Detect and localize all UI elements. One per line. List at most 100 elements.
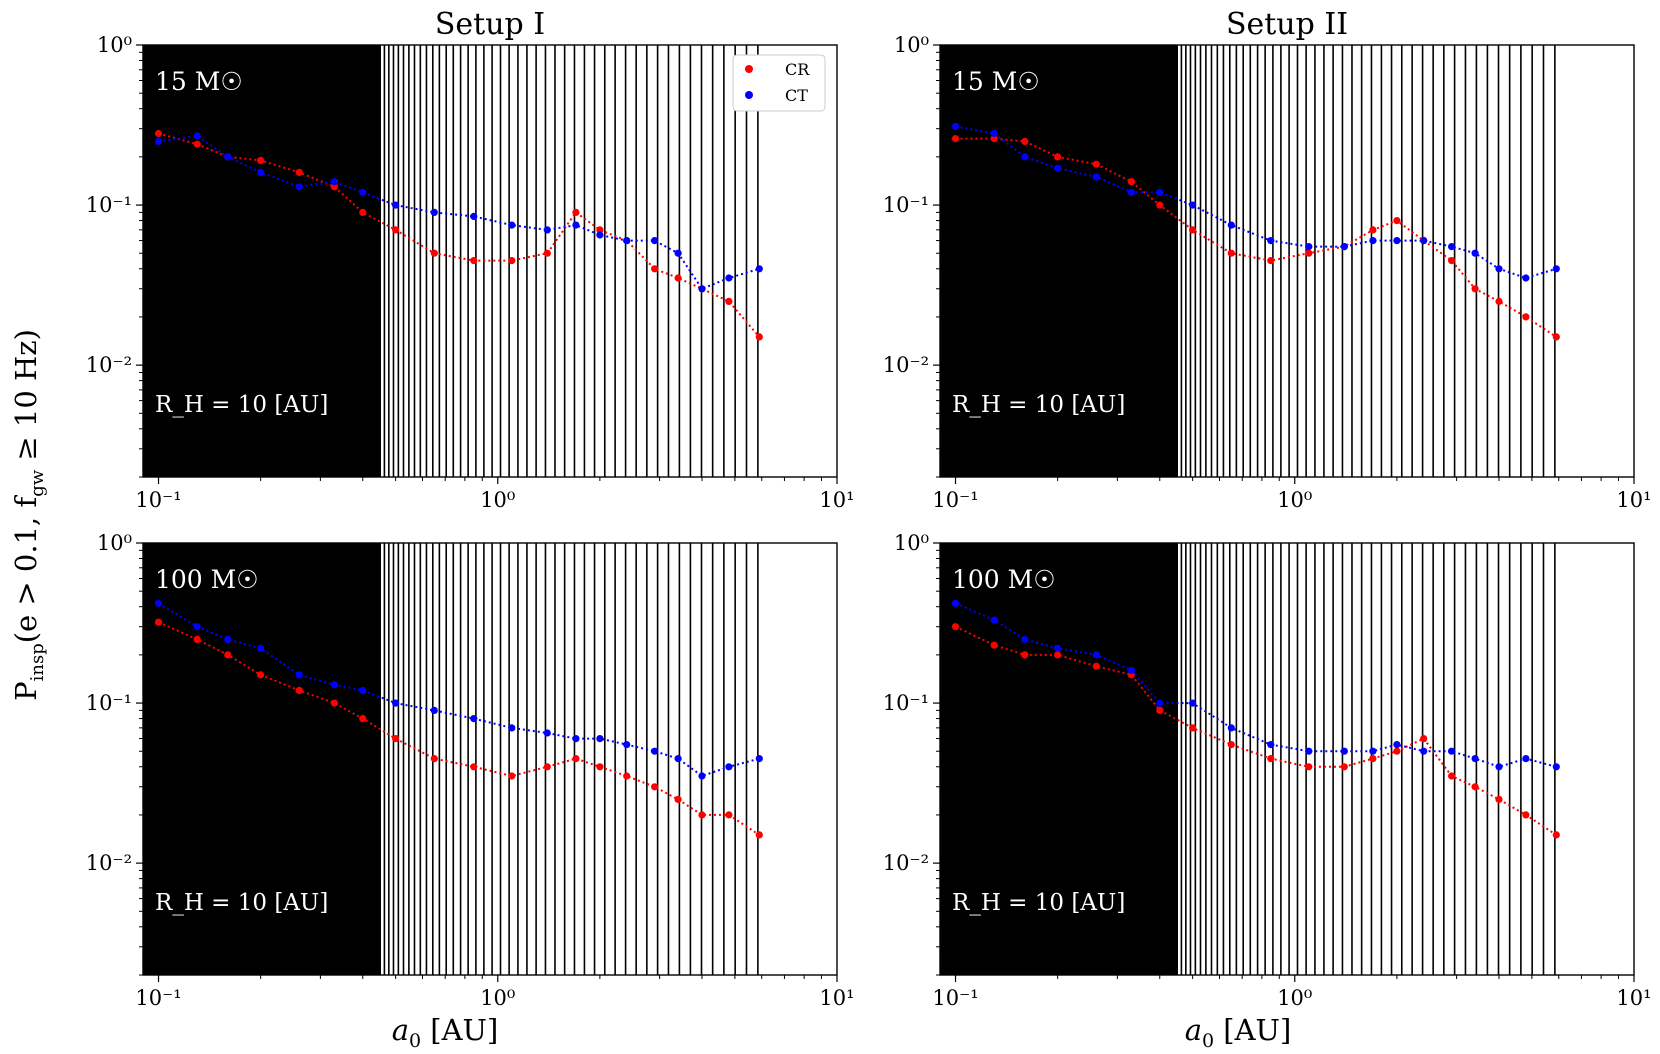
point-ct [1156,188,1164,196]
y-tick-label: 10⁻² [883,851,929,875]
point-cr [1448,257,1456,265]
series-line-ct [157,602,760,778]
point-cr [330,699,338,707]
point-ct [725,274,733,282]
point-ct [725,763,733,771]
point-ct [193,623,201,631]
point-cr [1522,313,1530,321]
y-tick-label: 10⁰ [97,33,132,57]
point-ct [508,221,516,229]
y-tick-label: 10⁰ [894,531,929,555]
y-tick-label: 10⁻² [883,353,929,377]
point-cr [572,755,580,763]
y-tick-label: 10⁰ [97,531,132,555]
panel-setup-1-100msun: 10⁻¹ 10⁰ 10¹ 10⁻² 10⁻¹ 10⁰ 100 M☉ R_H = 10 [A… [86,531,855,1010]
point-cr [154,618,163,626]
panel-setup-1-15msun: 10⁻¹ 10⁰ 10¹ 10⁻² 10⁻¹ 10⁰ Setup I 15 M☉ R_H … [86,7,855,512]
point-cr [295,686,303,695]
legend-marker-cr [745,65,753,73]
point-ct [295,183,303,191]
data-markers [154,129,763,341]
point-ct [951,122,960,130]
y-axis-label: Pinsp(e > 0.1, fgw ≥ 10 Hz) [9,329,48,701]
y-label-p: P [9,681,43,701]
point-ct [1189,699,1197,707]
background-lines [143,543,759,975]
panel-title: Setup II [1226,7,1348,42]
point-ct [224,153,232,161]
point-ct [392,699,400,707]
point-ct [1393,741,1401,749]
point-ct [674,249,682,257]
x-label-unit: [AU] [421,1013,498,1047]
point-cr [1227,249,1235,257]
point-ct [1522,274,1530,282]
point-ct [698,772,706,780]
point-ct [154,599,163,607]
point-ct [257,168,265,176]
axis-ticks: 10⁻¹ 10⁰ 10¹ 10⁻² 10⁻¹ 10⁰ [86,33,855,512]
point-ct [330,681,338,689]
panel-title: Setup I [435,7,545,42]
point-ct [1092,651,1100,659]
y-tick-label: 10⁰ [894,33,929,57]
point-ct [990,616,998,624]
point-cr [1156,201,1164,209]
y-tick-label: 10⁻¹ [86,193,132,217]
x-label-sub: 0 [409,1030,421,1052]
point-cr [1340,763,1348,771]
x-label-var: a [1185,1013,1202,1047]
point-cr [1448,772,1456,780]
point-cr [543,763,551,771]
x-tick-label: 10⁰ [480,488,515,512]
point-ct [1420,237,1428,245]
axes-frame [939,44,1635,478]
y-label-f-sub: gw [27,469,48,497]
point-ct [1127,666,1135,675]
point-cr [1393,747,1401,755]
x-tick-label: 10⁻¹ [135,488,181,512]
point-cr [1552,333,1560,341]
axis-ticks: 10⁻¹ 10⁰ 10¹ 10⁻² 10⁻¹ 10⁰ [883,33,1652,512]
axes-frame [142,44,838,478]
point-cr [1189,226,1197,234]
point-cr [674,274,682,282]
y-label-p-sub: insp [27,643,48,681]
legend-box [732,54,826,112]
point-cr [1156,706,1164,715]
point-ct [224,635,232,644]
point-ct [990,129,998,138]
panel-setup-2-15msun: 10⁻¹ 10⁰ 10¹ 10⁻² 10⁻¹ 10⁰ Setup II 15 M☉ R_H… [883,7,1652,512]
point-cr [951,623,960,631]
point-ct [1369,747,1377,755]
point-cr [698,811,706,819]
point-cr [572,208,580,216]
point-ct [596,231,604,239]
series-line-ct [158,134,760,291]
point-cr [725,297,733,305]
point-ct [755,755,763,763]
x-tick-label: 10⁻¹ [932,986,978,1010]
point-ct [1305,243,1313,251]
y-label-cond1: (e > 0.1, f [9,495,43,644]
point-ct [623,741,631,749]
point-ct [392,201,400,209]
point-cr [359,208,367,216]
y-tick-label: 10⁻¹ [86,691,132,715]
point-cr [1092,662,1100,670]
hill-radius-label: R_H = 10 [AU] [952,890,1125,916]
point-cr [1471,783,1479,791]
x-axis-label-right: a0 [AU] [1185,1013,1292,1052]
x-label-sub: 0 [1202,1030,1214,1052]
point-cr [1054,153,1062,161]
point-ct [430,208,438,216]
mass-label: 15 M☉ [155,67,243,96]
x-tick-label: 10⁻¹ [135,986,181,1010]
point-ct [1495,265,1503,273]
y-tick-label: 10⁻¹ [883,193,929,217]
point-ct [651,237,659,245]
legend-label-ct: CT [785,86,808,105]
point-cr [392,735,400,743]
point-ct [470,212,478,220]
